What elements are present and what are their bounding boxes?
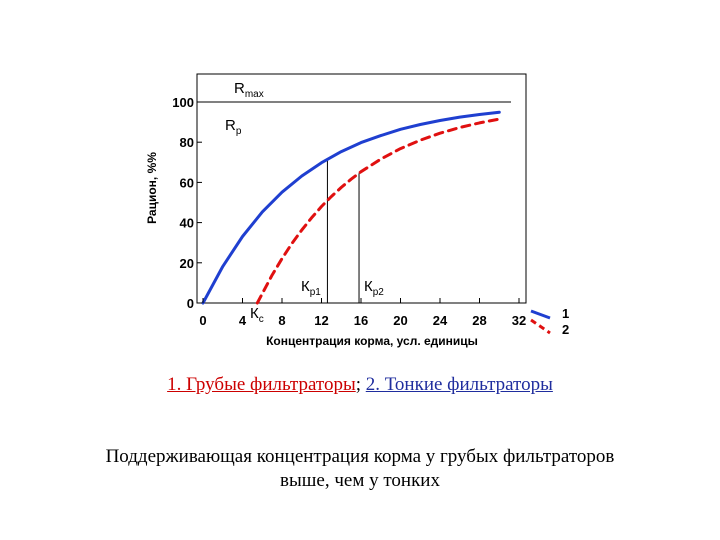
x-tick-label-16: 16 — [354, 313, 368, 328]
note: Поддерживающая концентрация корма у груб… — [60, 445, 660, 493]
y-tick-label-20: 20 — [180, 256, 194, 271]
reference-lines — [197, 101, 511, 303]
annotation-rp: Rр — [225, 117, 242, 137]
annotation-rmax: Rmax — [234, 80, 264, 100]
x-tick-label-0: 0 — [199, 313, 206, 328]
caption-coarse-filterers: 1. Грубые фильтраторы — [167, 374, 356, 395]
y-tick-label-40: 40 — [180, 216, 194, 231]
caption-fine-filterers: 2. Тонкие фильтраторы — [365, 374, 553, 395]
annotation-kp2: Кр2 — [364, 278, 384, 298]
annotation-kp1: Кр1 — [301, 278, 321, 298]
annotation-kc: Кс — [250, 305, 264, 325]
note-line-2: выше, чем у тонких — [280, 470, 440, 491]
series-line-1 — [201, 110, 501, 305]
y-tick-label-60: 60 — [180, 175, 194, 190]
x-tick-label-12: 12 — [314, 313, 328, 328]
caption-separator: ; — [355, 374, 366, 395]
legend-label-1: 1 — [562, 306, 569, 321]
x-tick-label-8: 8 — [278, 313, 285, 328]
caption: 1. Грубые фильтраторы; 2. Тонкие фильтра… — [0, 374, 720, 396]
chart: 0 20 40 60 80 100 0 4 8 12 16 20 24 28 32 Рацион, %% К… — [145, 73, 569, 348]
x-axis-label: Концентрация корма, усл. единицы — [266, 334, 478, 348]
series-layer — [201, 110, 501, 305]
x-tick-label-4: 4 — [239, 313, 247, 328]
legend-label-2: 2 — [562, 322, 569, 337]
legend-line-2 — [530, 318, 551, 335]
x-tick-label-24: 24 — [433, 313, 448, 328]
x-tick-label-32: 32 — [512, 313, 526, 328]
y-tick-label-80: 80 — [180, 135, 194, 150]
y-tick-label-0: 0 — [187, 296, 194, 311]
ticks-layer: 0 20 40 60 80 100 0 4 8 12 16 20 24 28 32 — [172, 95, 526, 328]
series-line-2 — [255, 117, 501, 305]
y-axis-label: Рацион, %% — [145, 152, 159, 224]
x-tick-label-20: 20 — [393, 313, 407, 328]
plot-frame — [196, 73, 527, 304]
legend-line-1 — [530, 309, 551, 320]
x-tick-label-28: 28 — [472, 313, 486, 328]
note-line-1: Поддерживающая концентрация корма у груб… — [105, 446, 615, 467]
plot-frame-group — [196, 73, 527, 304]
legend: 1 2 — [530, 306, 569, 337]
y-tick-label-100: 100 — [172, 95, 194, 110]
